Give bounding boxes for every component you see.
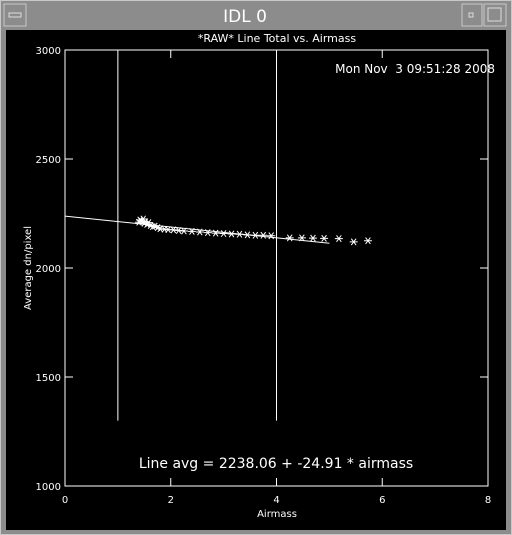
window-title: IDL 0 (223, 7, 267, 27)
data-point (320, 234, 329, 242)
data-point (308, 234, 317, 242)
data-point (251, 231, 260, 239)
data-point (349, 238, 358, 246)
annotation: Line avg = 2238.06 + -24.91 * airmass (139, 456, 413, 472)
plot-background (6, 30, 506, 530)
y-axis-label: Average dn/pixel (23, 226, 34, 310)
x-tick-label: 0 (62, 495, 68, 506)
chart-title: *RAW* Line Total vs. Airmass (198, 32, 356, 45)
data-point (211, 229, 220, 237)
data-point (259, 231, 268, 239)
x-tick-label: 8 (485, 495, 491, 506)
data-point (195, 228, 204, 236)
y-tick-label: 2000 (36, 264, 61, 275)
data-point (363, 237, 372, 245)
data-point (243, 231, 252, 239)
x-axis-label: Airmass (257, 509, 297, 520)
x-tick-label: 4 (273, 495, 279, 506)
data-point (219, 230, 228, 238)
data-point (203, 229, 212, 237)
timestamp: Mon Nov 3 09:51:28 2008 (335, 62, 495, 76)
data-point (235, 230, 244, 238)
x-tick-label: 6 (379, 495, 385, 506)
minimize-icon (468, 12, 474, 18)
y-tick-label: 1000 (36, 482, 61, 493)
maximize-icon (487, 7, 502, 22)
data-point (297, 234, 306, 242)
data-point (227, 230, 236, 238)
fit-line (64, 215, 330, 244)
y-tick-label: 3000 (36, 46, 61, 57)
y-tick-label: 1500 (36, 373, 61, 384)
data-point (285, 234, 294, 242)
data-point (334, 235, 343, 243)
y-tick-label: 2500 (36, 155, 61, 166)
data-point (169, 226, 178, 234)
menu-icon (8, 12, 22, 18)
data-point (179, 227, 188, 235)
data-point (267, 232, 276, 240)
data-point (187, 227, 196, 235)
x-tick-label: 2 (168, 495, 174, 506)
